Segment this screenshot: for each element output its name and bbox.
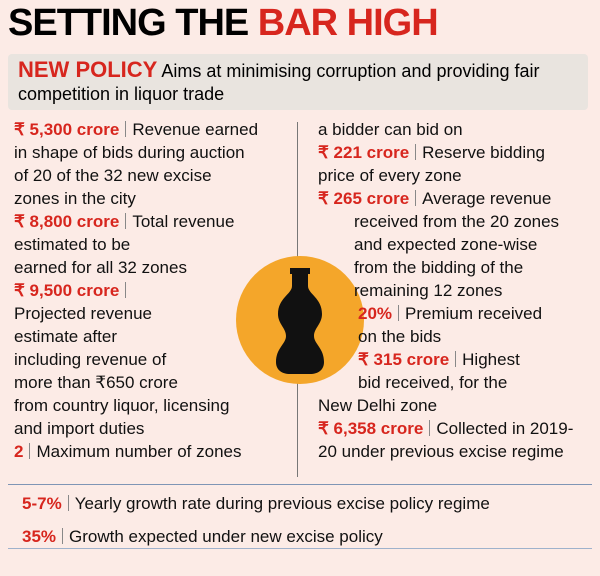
divider xyxy=(415,144,417,160)
item-text: on the bids xyxy=(358,327,442,346)
text-line: 2 Maximum number of zones xyxy=(14,440,242,463)
figure: ₹ 8,800 crore xyxy=(14,212,120,231)
text-line: of 20 of the 32 new excise xyxy=(14,164,212,187)
item-text: Projected revenue xyxy=(14,304,152,323)
item-text: New Delhi zone xyxy=(318,396,438,415)
figure: ₹ 315 crore xyxy=(358,350,450,369)
item-text: Premium received xyxy=(405,304,543,323)
item-text: including revenue of xyxy=(14,350,167,369)
text-line: ₹ 9,500 crore xyxy=(14,279,132,302)
text-line: ₹ 265 crore Average revenue xyxy=(318,187,551,210)
item-text: remaining 12 zones xyxy=(354,281,503,300)
item-text: a bidder can bid on xyxy=(318,120,463,139)
title-part: SETTING THE xyxy=(8,2,249,44)
item-text: and expected zone-wise xyxy=(354,235,538,254)
figure: ₹ 221 crore xyxy=(318,143,410,162)
item-text: Growth expected under new excise policy xyxy=(69,527,383,546)
divider xyxy=(398,305,400,321)
figure: ₹ 9,500 crore xyxy=(14,281,120,300)
item-text: from country liquor, licensing xyxy=(14,396,230,415)
item-text: and import duties xyxy=(14,419,145,438)
item-text: Maximum number of zones xyxy=(36,442,242,461)
figure: 2 xyxy=(14,442,24,461)
banner-label: NEW POLICY xyxy=(18,57,158,82)
text-line: bid received, for the xyxy=(358,371,507,394)
item-text: Collected in 2019- xyxy=(436,419,574,438)
text-line: from the bidding of the xyxy=(354,256,523,279)
divider xyxy=(125,121,127,137)
text-line: ₹ 5,300 crore Revenue earned xyxy=(14,118,258,141)
item-text: more than ₹650 crore xyxy=(14,373,178,392)
text-line: Projected revenue xyxy=(14,302,152,325)
item-text: estimate after xyxy=(14,327,117,346)
banner: NEW POLICY Aims at minimising corruption… xyxy=(8,54,588,110)
divider xyxy=(415,190,417,206)
bottle-icon xyxy=(236,256,364,384)
text-line: including revenue of xyxy=(14,348,166,371)
item-text: in shape of bids during auction xyxy=(14,143,245,162)
item-text: 20 under previous excise regime xyxy=(318,442,564,461)
text-line: estimate after xyxy=(14,325,117,348)
divider xyxy=(429,420,431,436)
text-line: in shape of bids during auction xyxy=(14,141,245,164)
item-text: Total revenue xyxy=(132,212,235,231)
text-line: ₹ 221 crore Reserve bidding xyxy=(318,141,545,164)
separator xyxy=(8,548,592,549)
text-line: earned for all 32 zones xyxy=(14,256,187,279)
item-text: price of every zone xyxy=(318,166,462,185)
text-line: ₹ 6,358 crore Collected in 2019- xyxy=(318,417,573,440)
figure: 20% xyxy=(358,304,393,323)
text-line: received from the 20 zones xyxy=(354,210,559,233)
text-line: more than ₹650 crore xyxy=(14,371,178,394)
text-line: 20% Premium received xyxy=(358,302,542,325)
item-text: estimated to be xyxy=(14,235,131,254)
text-line: and expected zone-wise xyxy=(354,233,537,256)
title-part: BAR HIGH xyxy=(257,2,439,44)
item-text: from the bidding of the xyxy=(354,258,524,277)
text-line: on the bids xyxy=(358,325,441,348)
figure: 35% xyxy=(22,527,57,546)
item-text: Highest xyxy=(462,350,520,369)
item-text: zones in the city xyxy=(14,189,136,208)
figure: ₹ 265 crore xyxy=(318,189,410,208)
text-line: estimated to be xyxy=(14,233,130,256)
divider xyxy=(62,528,64,544)
divider xyxy=(125,282,127,298)
divider xyxy=(67,495,69,511)
text-line: 35% Growth expected under new excise poli… xyxy=(22,525,383,548)
banner-text: competition in liquor trade xyxy=(18,84,225,104)
item-text: Yearly growth rate during previous excis… xyxy=(74,494,490,513)
text-line: ₹ 8,800 crore Total revenue xyxy=(14,210,234,233)
text-line: price of every zone xyxy=(318,164,462,187)
item-text: bid received, for the xyxy=(358,373,508,392)
item-text: Revenue earned xyxy=(132,120,259,139)
figure: 5-7% xyxy=(22,494,62,513)
text-line: zones in the city xyxy=(14,187,136,210)
item-text: earned for all 32 zones xyxy=(14,258,187,277)
divider xyxy=(29,443,31,459)
item-text: of 20 of the 32 new excise xyxy=(14,166,212,185)
title: SETTING THE BAR HIGH xyxy=(8,2,439,45)
item-text: Average revenue xyxy=(422,189,552,208)
item-text: Reserve bidding xyxy=(422,143,546,162)
figure: ₹ 6,358 crore xyxy=(318,419,424,438)
text-line: ₹ 315 crore Highest xyxy=(358,348,520,371)
text-line: and import duties xyxy=(14,417,144,440)
item-text: received from the 20 zones xyxy=(354,212,560,231)
text-line: 20 under previous excise regime xyxy=(318,440,564,463)
figure: ₹ 5,300 crore xyxy=(14,120,120,139)
divider xyxy=(455,351,457,367)
separator xyxy=(8,484,592,485)
text-line: a bidder can bid on xyxy=(318,118,463,141)
banner-text: Aims at minimising corruption and provid… xyxy=(161,61,540,81)
text-line: 5-7% Yearly growth rate during previous e… xyxy=(22,492,490,515)
text-line: remaining 12 zones xyxy=(354,279,502,302)
text-line: New Delhi zone xyxy=(318,394,437,417)
divider xyxy=(125,213,127,229)
text-line: from country liquor, licensing xyxy=(14,394,229,417)
